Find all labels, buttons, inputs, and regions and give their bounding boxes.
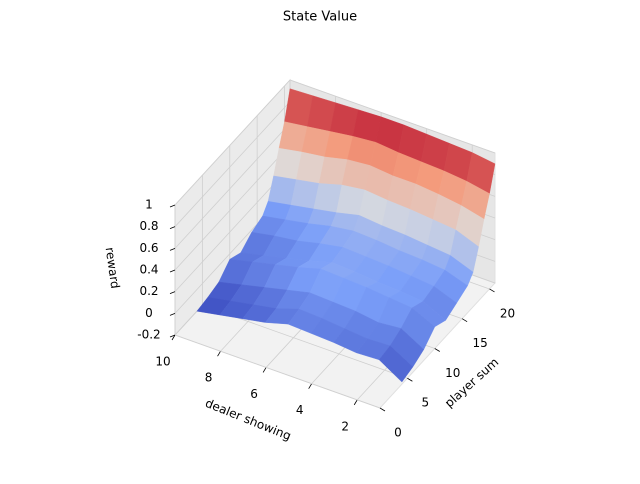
tick-mark (379, 407, 386, 412)
y-axis-label: player sum (442, 355, 501, 410)
tick-mark (262, 367, 267, 373)
z-tick-label: 0.8 (139, 219, 158, 233)
tick-mark (353, 399, 358, 406)
z-tick-label: -0.2 (137, 328, 160, 342)
tick-mark (169, 204, 176, 208)
y-tick-label: 10 (445, 366, 460, 380)
x-tick-label: 10 (155, 355, 170, 369)
z-tick-label: 0 (145, 306, 153, 320)
tick-mark (169, 247, 176, 251)
tick-mark (169, 269, 176, 273)
grid-line (174, 166, 291, 292)
x-tick-label: 2 (341, 419, 349, 433)
z-tick-label: 0.2 (139, 284, 158, 298)
grid-line (174, 334, 381, 409)
x-axis-label: dealer showing (203, 396, 293, 443)
tick-mark (169, 291, 176, 295)
y-tick-label: 0 (394, 426, 402, 440)
x-tick-label: 6 (250, 387, 258, 401)
tick-mark (489, 288, 495, 293)
tick-mark (308, 383, 313, 389)
surface-patch (378, 345, 414, 383)
grid-line (174, 144, 291, 271)
y-tick-label: 15 (473, 336, 488, 350)
x-tick-label: 8 (205, 371, 213, 385)
grid-line (289, 79, 496, 154)
z-tick-label: 0.6 (139, 241, 158, 255)
tick-mark (169, 334, 176, 338)
x-tick-label: 4 (296, 403, 304, 417)
tick-mark (169, 226, 176, 230)
tick-mark (169, 312, 176, 316)
tick-mark (461, 318, 468, 323)
tick-mark (407, 377, 413, 382)
grid-line (174, 101, 291, 227)
y-tick-label: 5 (422, 396, 430, 410)
grid-line (174, 79, 291, 206)
z-axis-label: reward (103, 246, 123, 289)
tick-mark (434, 348, 440, 352)
y-tick-label: 20 (500, 306, 515, 320)
z-tick-label: 1 (145, 198, 153, 212)
chart-title: State Value (283, 10, 357, 25)
grid-line (174, 123, 291, 249)
z-tick-label: 0.4 (139, 263, 158, 277)
tick-mark (217, 351, 221, 357)
tick-mark (171, 334, 176, 341)
